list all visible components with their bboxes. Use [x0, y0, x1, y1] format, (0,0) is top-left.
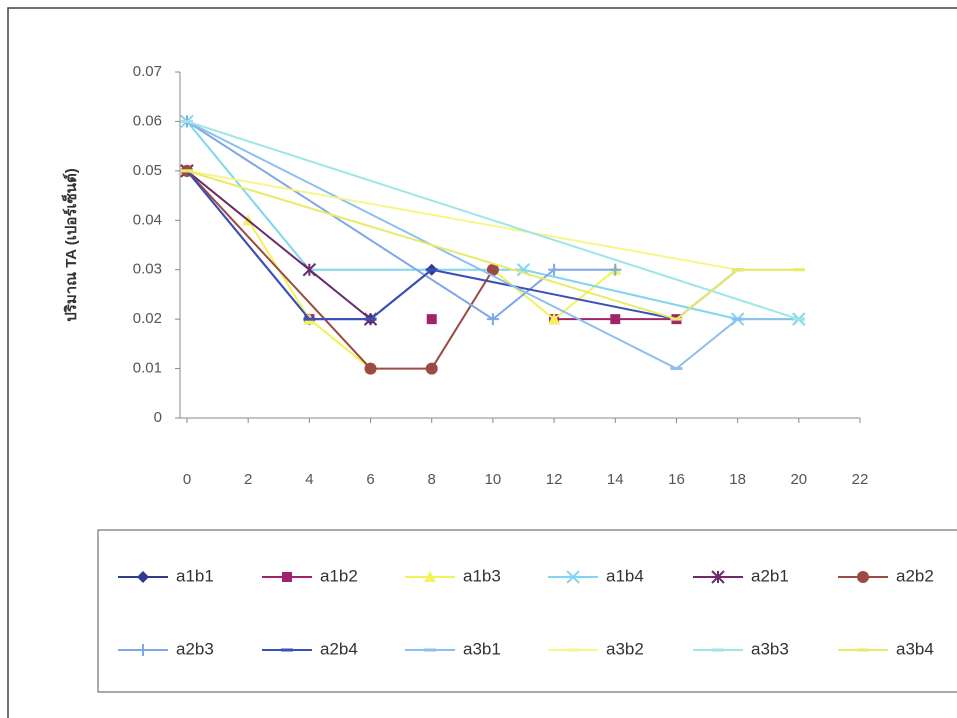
- marker: [137, 644, 149, 656]
- x-tick-label: 4: [305, 471, 313, 488]
- legend-label: a3b2: [606, 639, 644, 658]
- marker: [427, 314, 437, 324]
- legend-label: a2b1: [751, 566, 789, 585]
- x-tick-label: 14: [607, 471, 624, 488]
- marker: [282, 572, 292, 582]
- x-tick-label: 18: [729, 471, 746, 488]
- y-tick-label: 0.01: [133, 360, 162, 377]
- x-tick-label: 20: [790, 471, 807, 488]
- x-tick-label: 12: [546, 471, 563, 488]
- legend-label: a3b4: [896, 639, 934, 658]
- y-tick-label: 0: [154, 409, 162, 426]
- x-tick-label: 2: [244, 471, 252, 488]
- x-tick-label: 8: [428, 471, 436, 488]
- marker: [610, 314, 620, 324]
- legend-label: a1b4: [606, 566, 644, 585]
- legend-box: [98, 530, 957, 692]
- marker: [857, 571, 869, 583]
- y-tick-label: 0.07: [133, 63, 162, 80]
- series-line: [187, 171, 738, 319]
- marker: [365, 363, 377, 375]
- marker: [137, 571, 149, 583]
- marker: [426, 363, 438, 375]
- x-tick-label: 6: [366, 471, 374, 488]
- legend-label: a3b3: [751, 639, 789, 658]
- y-tick-label: 0.02: [133, 310, 162, 327]
- y-axis-label: ปริมาณ TA (เปอร์เซ็นต์): [61, 168, 80, 321]
- legend-label: a1b1: [176, 566, 214, 585]
- legend-label: a2b3: [176, 639, 214, 658]
- chart: ปริมาณ TA (เปอร์เซ็นต์) 0 0.01 0.02 0.03 0.0…: [0, 0, 957, 718]
- y-tick-label: 0.04: [133, 211, 162, 228]
- y-tick-label: 0.06: [133, 112, 162, 129]
- x-tick-label: 16: [668, 471, 685, 488]
- series-line: [187, 171, 371, 319]
- x-tick-label: 0: [183, 471, 191, 488]
- page: {"chart_data": {"type": "line", "y_label…: [0, 0, 957, 718]
- x-tick-label: 22: [852, 471, 869, 488]
- y-tick-label: 0.03: [133, 261, 162, 278]
- x-tick-label: 10: [485, 471, 502, 488]
- legend-label: a1b2: [320, 566, 358, 585]
- series-line: [187, 121, 799, 319]
- y-tick-label: 0.05: [133, 162, 162, 179]
- legend-label: a2b4: [320, 639, 358, 658]
- legend-label: a3b1: [463, 639, 501, 658]
- legend-label: a1b3: [463, 566, 501, 585]
- legend-label: a2b2: [896, 566, 934, 585]
